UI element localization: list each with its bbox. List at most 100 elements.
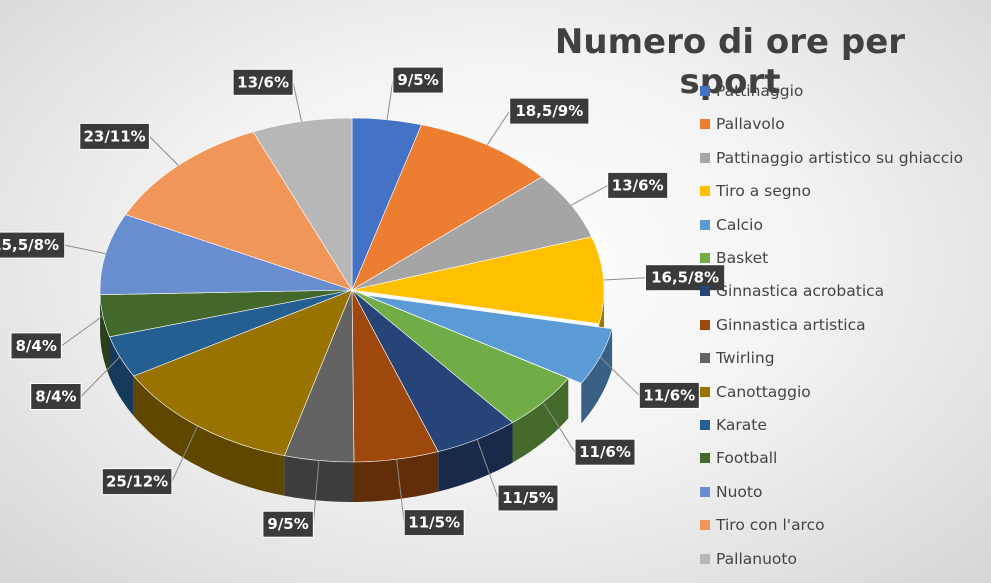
legend-label: Calcio <box>716 215 763 234</box>
data-label-5: 11/6% <box>579 443 631 461</box>
data-label-box-5 <box>574 438 636 466</box>
data-label-3: 16,5/8% <box>651 269 719 287</box>
data-label-0: 9/5% <box>397 71 438 89</box>
data-label-14: 13/6% <box>237 73 289 91</box>
data-label-box-13 <box>79 122 150 150</box>
pie-slice-side-9 <box>133 376 285 496</box>
data-label-2: 13/6% <box>612 176 664 194</box>
data-label-box-4 <box>638 381 700 409</box>
data-label-13: 23/11% <box>83 127 145 145</box>
leader-line-0 <box>386 80 394 120</box>
legend-item: Tiro con l'arco <box>700 514 825 536</box>
data-label-7: 11/5% <box>408 514 460 532</box>
legend-item: Tiro a segno <box>700 180 811 202</box>
data-label-box-0 <box>392 66 444 94</box>
data-label-4: 11/6% <box>643 386 695 404</box>
pie-slice-side-5 <box>512 378 569 463</box>
leader-line-1 <box>486 110 511 146</box>
legend-swatch <box>700 86 710 96</box>
pie-slice-side-10 <box>109 336 134 416</box>
legend-label: Canottaggio <box>716 382 811 401</box>
legend-label: Pallavolo <box>716 115 785 134</box>
legend-swatch <box>700 520 710 531</box>
leader-line-13 <box>149 136 179 166</box>
data-label-box-9 <box>101 468 173 496</box>
data-label-box-11 <box>10 332 62 360</box>
legend-item: Canottaggio <box>700 381 811 403</box>
data-label-box-2 <box>607 171 669 199</box>
leader-line-11 <box>61 315 104 347</box>
legend-label: Nuoto <box>716 482 763 501</box>
data-label-box-10 <box>30 383 82 410</box>
legend-swatch <box>700 420 710 430</box>
legend-item: Basket <box>700 247 768 269</box>
data-label-12: 15,5/8% <box>0 236 59 254</box>
legend-swatch <box>700 152 710 163</box>
legend-item: Pallavolo <box>700 113 785 135</box>
data-label-9: 25/12% <box>106 473 168 491</box>
legend-swatch <box>700 286 710 297</box>
legend-swatch <box>700 219 710 230</box>
legend-item: Pattinaggio artistico su ghiaccio <box>700 147 963 169</box>
data-label-10: 8/4% <box>35 388 76 406</box>
data-label-6: 11/5% <box>502 489 554 507</box>
legend-swatch <box>700 119 710 130</box>
legend-item: Twirling <box>700 347 775 369</box>
data-label-1: 18,5/9% <box>515 102 583 120</box>
data-label-box-6 <box>497 484 559 512</box>
legend-swatch <box>700 486 710 497</box>
data-label-box-1 <box>509 97 590 125</box>
leader-line-6 <box>476 439 499 499</box>
leader-line-12 <box>64 244 106 255</box>
pie-slice-4 <box>364 294 613 384</box>
legend-item: Calcio <box>700 214 763 236</box>
legend-label: Football <box>716 449 778 468</box>
legend-item: Football <box>700 447 777 469</box>
legend-swatch <box>700 186 710 197</box>
data-label-box-8 <box>262 510 314 538</box>
leader-line-5 <box>542 401 576 453</box>
legend-label: Tiro con l'arco <box>716 516 825 535</box>
leader-line-4 <box>599 356 640 396</box>
chart-title: Numero di ore per sport <box>554 22 906 102</box>
legend-label: Ginnastica acrobatica <box>716 282 885 301</box>
pie-slice-side-8 <box>284 455 354 502</box>
legend-item: Ginnastica acrobatica <box>700 280 884 302</box>
data-label-11: 8/4% <box>16 337 57 355</box>
legend-item: Nuoto <box>700 481 762 503</box>
leader-line-3 <box>603 277 646 281</box>
legend-swatch <box>700 386 710 397</box>
leader-line-9 <box>171 425 199 482</box>
leader-line-14 <box>292 82 302 122</box>
data-label-box-14 <box>232 68 294 96</box>
pie-slice-side-7 <box>354 451 439 502</box>
legend-item: Karate <box>700 414 767 436</box>
legend-swatch <box>700 453 710 464</box>
leader-line-2 <box>570 184 608 206</box>
legend-swatch <box>700 319 710 330</box>
legend-label: Pattinaggio artistico su ghiaccio <box>716 148 964 167</box>
leader-line-8 <box>312 460 320 525</box>
legend-label: Basket <box>716 249 769 267</box>
data-label-box-12 <box>0 231 66 259</box>
legend-item: Pattinaggio <box>700 80 803 102</box>
pie-slice-1 <box>351 124 543 291</box>
leader-line-7 <box>396 459 405 523</box>
pie-slice-side-4 <box>581 328 613 424</box>
data-label-8: 9/5% <box>267 515 308 533</box>
legend-swatch <box>700 353 710 364</box>
pie-slice-9 <box>133 289 353 457</box>
legend-label: Pallanuoto <box>716 549 797 568</box>
leader-line-10 <box>80 356 121 397</box>
legend-label: Tiro a segno <box>716 182 811 201</box>
pie-slice-side-6 <box>438 422 513 492</box>
pie-slice-12 <box>99 214 353 296</box>
legend-label: Pattinaggio <box>716 82 804 100</box>
legend-swatch <box>700 253 710 263</box>
legend-swatch <box>700 553 710 564</box>
data-label-box-3 <box>645 264 726 292</box>
legend-item: Ginnastica artistica <box>700 314 866 336</box>
legend-item: Pallanuoto <box>700 548 797 570</box>
